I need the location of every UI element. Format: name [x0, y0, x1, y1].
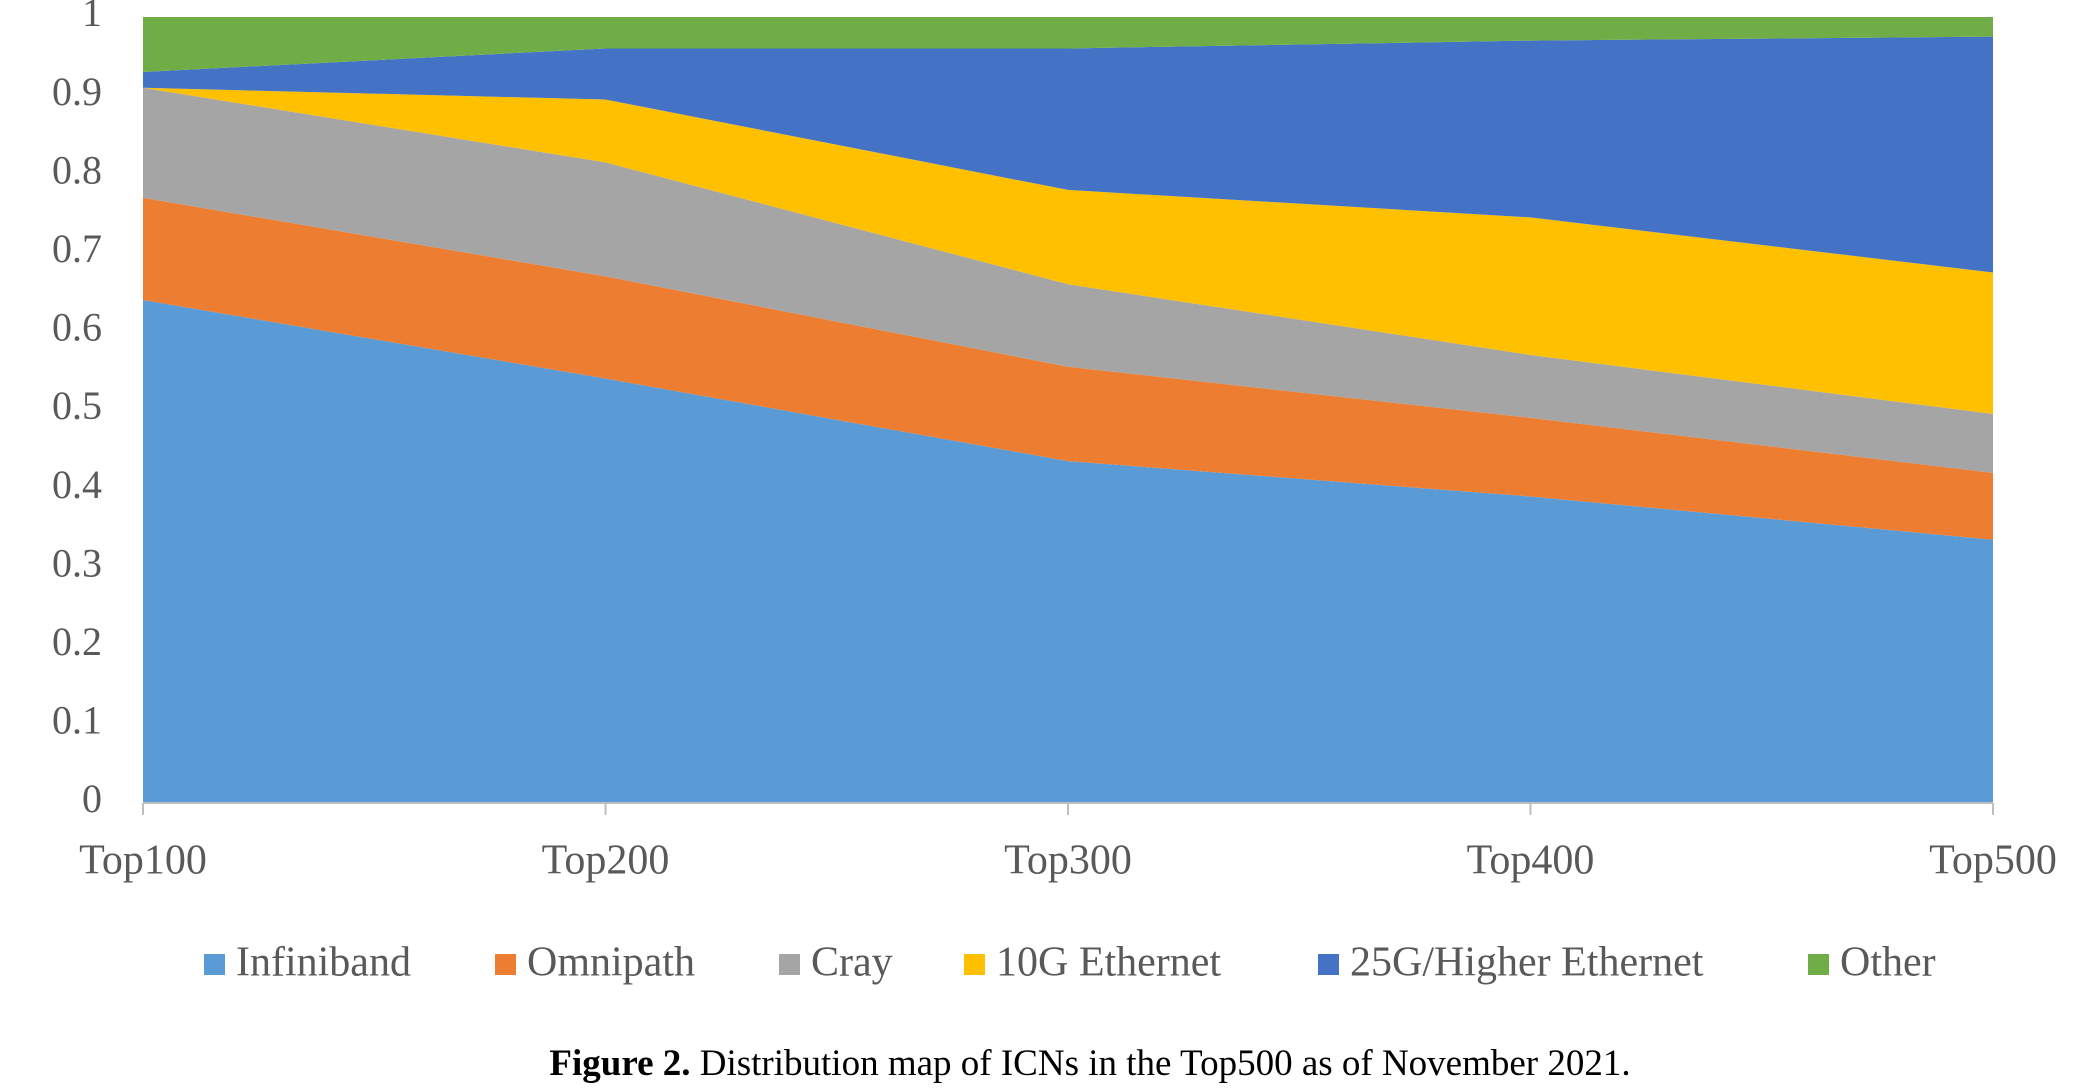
x-tick-label: Top100 — [79, 838, 207, 884]
caption-label: Figure 2. — [549, 1043, 690, 1084]
y-tick-label: 0.8 — [52, 147, 102, 192]
x-tick-label: Top300 — [1004, 838, 1132, 884]
legend-swatch — [964, 954, 985, 975]
y-tick-label: 1 — [82, 0, 102, 35]
legend-swatch — [204, 954, 225, 975]
legend-label: Omnipath — [527, 940, 695, 986]
y-tick-label: 0.1 — [52, 698, 102, 743]
x-tick-label: Top400 — [1467, 838, 1595, 884]
legend-swatch — [779, 954, 800, 975]
legend-label: 25G/Higher Ethernet — [1350, 940, 1704, 986]
legend-swatch — [495, 954, 516, 975]
area — [143, 87, 1993, 473]
legend-swatch — [1318, 954, 1339, 975]
caption-text: Distribution map of ICNs in the Top500 a… — [700, 1043, 1631, 1084]
area — [143, 197, 1993, 540]
area — [143, 36, 1993, 273]
legend-swatch — [1808, 954, 1829, 975]
area — [143, 299, 1993, 803]
area — [143, 17, 1993, 73]
area — [143, 87, 1993, 414]
y-tick-label: 0.3 — [52, 540, 102, 585]
x-tick-label: Top500 — [1929, 838, 2057, 884]
legend-label: Infiniband — [236, 940, 411, 986]
y-tick-label: 0.6 — [52, 305, 102, 350]
y-tick-label: 0.9 — [52, 69, 102, 114]
legend-label: Cray — [811, 940, 893, 986]
y-tick-label: 0.2 — [52, 619, 102, 664]
y-tick-label: 0 — [82, 776, 102, 821]
y-tick-label: 0.7 — [52, 226, 102, 271]
legend-label: Other — [1840, 940, 1936, 986]
y-tick-label: 0.4 — [52, 462, 102, 507]
y-tick-label: 0.5 — [52, 383, 102, 428]
legend-label: 10G Ethernet — [996, 940, 1221, 986]
caption: Figure 2. Distribution map of ICNs in th… — [549, 1043, 1630, 1084]
x-tick-label: Top200 — [542, 838, 670, 884]
